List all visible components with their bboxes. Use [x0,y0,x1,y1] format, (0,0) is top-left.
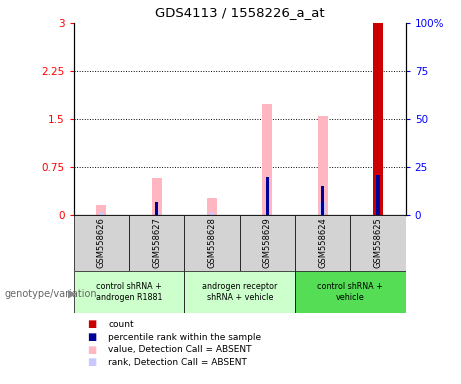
Bar [376,175,380,215]
Bar [373,23,383,215]
Text: GSM558626: GSM558626 [97,217,106,268]
Bar [318,116,328,215]
Bar [350,215,406,271]
Bar [295,271,406,313]
Bar [376,191,380,215]
Bar [240,215,295,271]
Text: GSM558629: GSM558629 [263,217,272,268]
Bar [155,202,159,215]
Bar [96,205,106,215]
Text: GSM558624: GSM558624 [318,217,327,268]
Text: ■: ■ [88,319,97,329]
Bar [99,212,104,215]
Text: GSM558625: GSM558625 [373,217,383,268]
Text: genotype/variation: genotype/variation [5,289,97,299]
Bar [152,178,162,215]
Bar [265,197,270,215]
Text: GSM558627: GSM558627 [152,217,161,268]
Bar [74,271,184,313]
Text: count: count [108,320,134,329]
Text: control shRNA +
androgen R1881: control shRNA + androgen R1881 [96,282,162,301]
Bar [262,104,272,215]
Bar [210,212,214,215]
Text: control shRNA +
vehicle: control shRNA + vehicle [318,282,383,301]
Text: ■: ■ [88,345,97,355]
Bar [295,215,350,271]
Bar [184,215,240,271]
Text: androgen receptor
shRNA + vehicle: androgen receptor shRNA + vehicle [202,282,278,301]
Bar [373,23,383,215]
Text: GSM558628: GSM558628 [207,217,217,268]
Text: ■: ■ [88,332,97,342]
Bar [320,202,325,215]
Bar [154,210,159,215]
Text: rank, Detection Call = ABSENT: rank, Detection Call = ABSENT [108,358,247,367]
Title: GDS4113 / 1558226_a_at: GDS4113 / 1558226_a_at [155,6,325,19]
Text: ■: ■ [88,358,97,367]
Bar [129,215,184,271]
Text: value, Detection Call = ABSENT: value, Detection Call = ABSENT [108,345,252,354]
Bar [207,198,217,215]
Bar [321,186,325,215]
Bar [266,177,269,215]
Bar [74,215,129,271]
Text: ▶: ▶ [68,289,77,299]
Bar [184,271,295,313]
Text: percentile rank within the sample: percentile rank within the sample [108,333,261,342]
